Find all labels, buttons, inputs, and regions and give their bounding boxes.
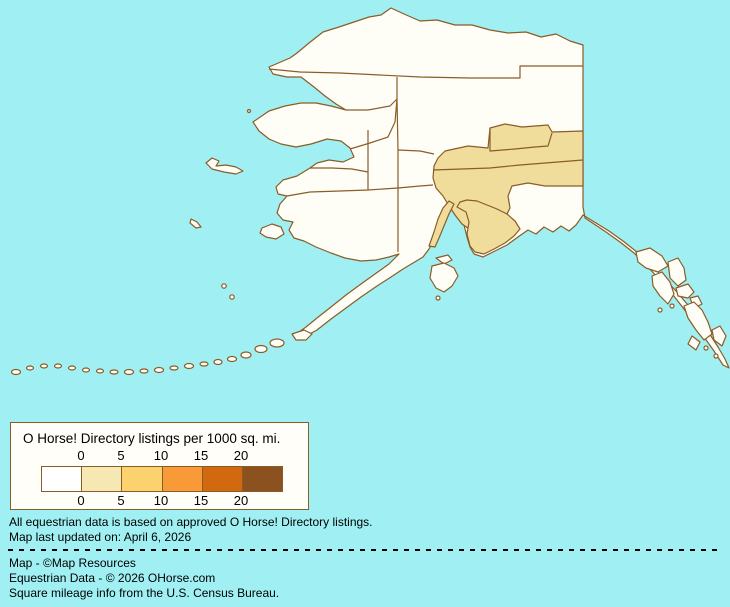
legend-color-ramp	[41, 466, 283, 492]
pribilof-island	[221, 283, 227, 289]
panhandle-islet	[713, 353, 719, 359]
aleutian-island	[213, 358, 223, 366]
dashed-divider	[8, 549, 722, 551]
aleutian-island	[123, 368, 135, 376]
legend-tick: 20	[233, 448, 249, 463]
admiralty-island	[667, 257, 687, 287]
kupreanof-island	[675, 283, 695, 299]
legend-box: O Horse! Directory listings per 1000 sq.…	[10, 422, 309, 510]
nunivak-island	[259, 223, 285, 240]
census-credit-text: Square mileage info from the U.S. Census…	[9, 586, 280, 600]
panhandle-islet	[669, 303, 675, 309]
aleutian-island	[81, 367, 91, 373]
aleutian-island	[269, 338, 285, 348]
aleutian-island	[95, 368, 105, 374]
northwest-arctic-border	[346, 77, 398, 111]
st-lawrence-island	[205, 157, 244, 175]
legend-tick: 0	[77, 448, 85, 463]
map-credit-text: Map - ©Map Resources	[9, 556, 136, 570]
nome-border	[349, 98, 398, 150]
aleutian-island	[226, 355, 238, 363]
legend-swatch	[42, 467, 82, 491]
dall-island	[687, 335, 701, 351]
legend-tick: 10	[153, 493, 169, 508]
legend-ticks-top: 0 5 10 15 20	[11, 448, 308, 463]
panhandle-islet	[657, 307, 663, 313]
aleutian-island	[109, 369, 119, 375]
unimak-island	[291, 329, 313, 341]
last-updated-text: Map last updated on: April 6, 2026	[9, 530, 192, 544]
pribilof-island	[229, 294, 235, 300]
borough-borders	[268, 65, 583, 252]
prince-of-wales-island	[683, 301, 713, 341]
bering-sea-islands	[189, 108, 285, 300]
equestrian-data-credit-text: Equestrian Data - © 2026 OHorse.com	[9, 571, 216, 585]
denali-border	[432, 159, 584, 171]
southeast-panhandle-islands	[635, 247, 727, 359]
legend-tick: 5	[117, 448, 125, 463]
aleutian-island	[67, 365, 77, 371]
legend-swatch	[241, 467, 283, 491]
lake-peninsula-border	[397, 184, 434, 189]
legend-ticks-bottom: 0 5 10 15 20	[11, 493, 308, 508]
legend-swatch	[201, 467, 242, 491]
panhandle-islet	[703, 345, 709, 351]
north-slope-border	[268, 65, 583, 79]
data-disclaimer-text: All equestrian data is based on approved…	[9, 515, 373, 529]
interior-vertical-border	[396, 98, 399, 252]
shaded-regions	[428, 123, 584, 255]
legend-title: O Horse! Directory listings per 1000 sq.…	[23, 431, 281, 446]
attu-island	[10, 368, 22, 376]
aleutian-island	[25, 365, 35, 371]
legend-swatch	[161, 467, 202, 491]
kusilvak-border	[310, 167, 369, 190]
legend-tick: 20	[233, 493, 249, 508]
aleutian-island	[183, 362, 195, 370]
legend-tick: 15	[193, 448, 209, 463]
chichagof-island	[635, 247, 669, 273]
aleutian-island	[254, 344, 268, 354]
aleutian-island	[199, 361, 209, 367]
afognak-island	[435, 254, 453, 265]
legend-tick: 0	[77, 493, 85, 508]
shaded-region-kenai-peninsula	[456, 199, 521, 255]
fairbanks-border	[489, 128, 553, 152]
legend-swatch	[81, 467, 122, 491]
diomede-island	[246, 108, 252, 114]
legend-tick: 10	[153, 448, 169, 463]
aleutian-island	[153, 366, 165, 374]
st-matthew-island	[189, 218, 202, 229]
aleutian-island	[39, 363, 49, 369]
bethel-border	[286, 187, 399, 197]
baranof-island	[651, 271, 675, 305]
legend-tick: 5	[117, 493, 125, 508]
aleutian-island	[53, 363, 63, 369]
legend-tick: 15	[193, 493, 209, 508]
shaded-region-west-cook-inlet	[428, 200, 455, 248]
aleutian-island	[240, 351, 252, 359]
kodiak-islands	[429, 254, 459, 301]
legend-swatch	[121, 467, 162, 491]
mcgrath-border	[397, 149, 435, 155]
aleutian-island	[169, 365, 179, 371]
aleutian-island	[139, 368, 149, 374]
kodiak-island	[429, 262, 459, 293]
aleutian-islands	[10, 329, 313, 376]
trinity-island	[435, 295, 441, 301]
revillagigedo-island	[711, 325, 727, 347]
